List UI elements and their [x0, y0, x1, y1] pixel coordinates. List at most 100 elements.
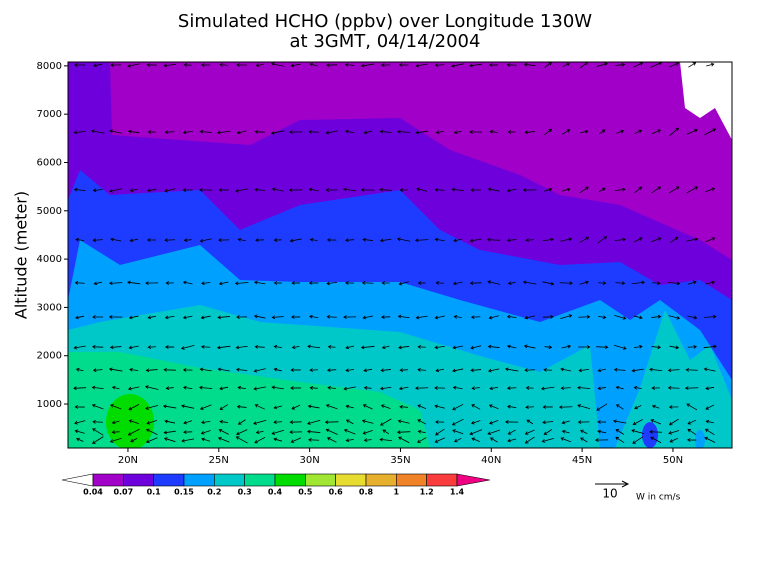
colorbar-segment	[365, 473, 397, 487]
wind-vector	[704, 128, 717, 136]
wind-vector	[308, 130, 319, 134]
wind-vector	[324, 420, 339, 424]
wind-vector	[650, 419, 662, 425]
wind-vector	[522, 280, 537, 285]
wind-vector	[684, 386, 699, 391]
wind-vector	[255, 430, 264, 435]
wind-vector	[236, 63, 247, 67]
wind-vector	[345, 419, 354, 425]
colorbar-segment	[61, 473, 94, 487]
wind-vector	[326, 368, 337, 373]
wind-vector	[687, 419, 697, 425]
wind-vector	[234, 281, 249, 286]
colorbar-segment	[426, 473, 458, 487]
wind-vector	[380, 368, 391, 373]
wind-vector	[453, 238, 463, 243]
wind-vector	[470, 188, 481, 192]
x-tick-label: 40N	[481, 455, 501, 466]
wind-vector	[381, 63, 391, 67]
wind-vector	[236, 130, 247, 135]
wind-vector	[255, 238, 265, 242]
wind-vector	[668, 430, 680, 435]
colorbar-segment	[244, 473, 276, 487]
wind-vector	[615, 429, 625, 435]
colorbar-segment	[153, 473, 185, 487]
wind-vector	[144, 385, 159, 390]
wind-vector	[363, 368, 373, 373]
colorbar-segment	[396, 473, 427, 487]
wind-vector	[217, 437, 230, 443]
wind-vector	[91, 385, 104, 390]
wind-vector	[398, 436, 410, 444]
wind-vector	[435, 281, 444, 285]
wind-vector	[290, 386, 302, 390]
wind-vector	[434, 345, 445, 350]
wind-vector	[325, 188, 338, 192]
wind-vector	[362, 237, 373, 242]
wind-vector	[163, 430, 176, 435]
wind-vector	[613, 419, 627, 424]
wind-vector	[397, 129, 411, 134]
wind-vector	[524, 429, 535, 435]
wind-vector	[613, 344, 627, 350]
wind-vector	[452, 345, 463, 350]
wind-vector	[200, 344, 211, 349]
wind-vector	[110, 404, 122, 410]
x-tick-label: 50N	[663, 455, 683, 466]
wind-vector	[199, 238, 212, 243]
colorbar-segment	[335, 473, 367, 487]
wind-vector	[362, 430, 373, 435]
wind-vector	[524, 436, 535, 444]
wind-vector	[270, 130, 285, 135]
wind-vector	[544, 128, 553, 136]
wind-vector	[127, 63, 141, 68]
wind-vector	[164, 419, 176, 424]
wind-vector	[597, 368, 606, 373]
wind-vector	[704, 428, 715, 436]
wind-vector	[524, 368, 536, 373]
colorbar-label: 0.2	[207, 488, 221, 497]
wind-vector	[415, 130, 428, 135]
colorbar-segment	[123, 473, 154, 487]
wind-vector	[525, 238, 534, 243]
colorbar-label: 1.2	[420, 488, 434, 497]
wind-vector	[633, 385, 642, 390]
wind-vector	[111, 385, 120, 390]
wind-vector	[651, 386, 660, 390]
wind-vector	[343, 386, 356, 391]
wind-vector	[598, 187, 606, 193]
colorbar-segment	[214, 473, 245, 487]
wind-vector	[165, 386, 174, 391]
wind-vector	[399, 188, 408, 192]
wind-vector	[74, 429, 85, 434]
wind-vector	[487, 429, 501, 436]
wind-vector	[507, 438, 517, 443]
wind-vector	[397, 237, 411, 242]
wind-vector	[650, 436, 662, 444]
wind-vector	[580, 129, 589, 134]
wind-vector	[379, 238, 392, 243]
wind-vector	[631, 280, 646, 285]
wind-vector	[506, 314, 517, 319]
wind-vector	[111, 420, 120, 425]
wind-vector	[345, 345, 355, 350]
wind-vector	[147, 345, 156, 349]
wind-vector	[146, 420, 158, 425]
colorbar-segment	[305, 473, 336, 487]
wind-vector	[145, 428, 158, 435]
contour-region	[680, 62, 732, 140]
wind-vector	[454, 437, 462, 443]
wind-vector	[435, 420, 445, 424]
wind-vector	[598, 315, 607, 320]
wind-vector	[488, 404, 499, 410]
wind-vector	[182, 368, 193, 372]
wind-vector	[164, 238, 176, 243]
wind-vector	[651, 186, 662, 194]
wind-vector	[216, 345, 231, 350]
wind-vector	[652, 281, 661, 285]
wind-vector	[326, 314, 337, 319]
wind-vector	[344, 62, 355, 67]
wind-vector	[703, 344, 717, 349]
wind-vector	[469, 238, 482, 243]
wind-vector	[633, 62, 644, 68]
